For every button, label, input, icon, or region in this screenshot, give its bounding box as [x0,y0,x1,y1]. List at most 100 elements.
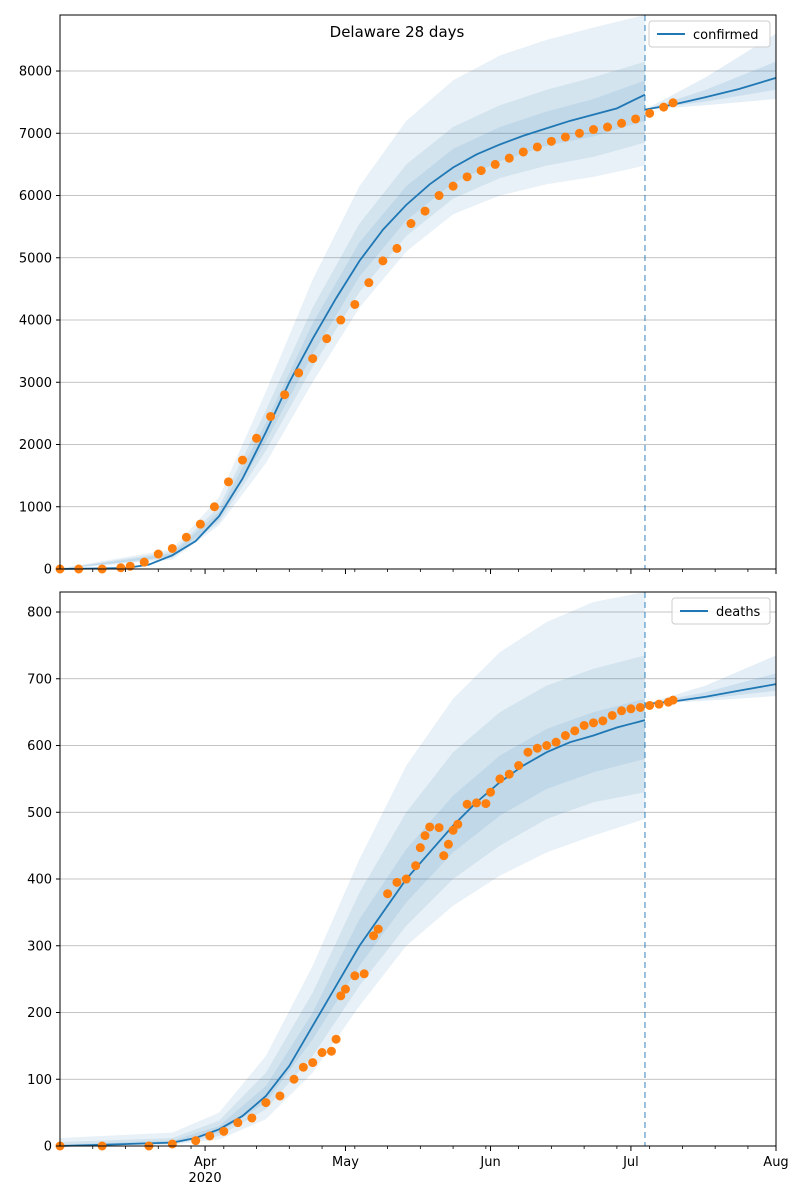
observed-point [153,549,163,559]
observed-point [560,731,570,741]
axes-frame [59,14,777,570]
observed-point [280,390,290,400]
observed-point [434,823,444,833]
observed-point [570,726,580,736]
y-tick-label: 700 [27,672,52,687]
observed-point [209,502,219,512]
observed-point [336,315,346,325]
confidence-band-outer [60,15,645,569]
chart-title: Delaware 28 days [330,23,465,41]
observed-point [523,747,533,757]
observed-point [181,532,191,542]
observed-point [219,1126,229,1136]
observed-point [462,172,472,182]
observed-point [668,98,678,108]
observed-point [425,822,435,832]
observed-point [350,971,360,981]
observed-point [308,354,318,364]
observed-point [420,206,430,216]
observed-point [294,368,304,378]
observed-point [462,799,472,809]
observed-point [434,191,444,201]
confidence-band-inner [60,80,645,569]
observed-point [139,557,149,567]
legend-label: confirmed [693,28,759,43]
observed-point [415,843,425,853]
observed-point [588,125,598,135]
observed-point [420,831,430,841]
observed-point [205,1131,215,1141]
observed-point [350,299,360,309]
y-tick-label: 0 [44,1140,52,1155]
y-tick-label: 0 [44,563,52,578]
observed-point [223,477,233,487]
observed-point [289,1074,299,1084]
observed-point [340,984,350,994]
legend: deaths [671,597,771,625]
observed-point [607,710,617,720]
y-tick-label: 4000 [19,314,52,329]
observed-point [504,769,514,779]
observed-point [603,122,613,132]
axes-frame [59,591,777,1147]
observed-point [369,931,379,941]
observed-point [392,877,402,887]
observed-point [542,741,552,751]
observed-point [560,132,570,142]
y-tick-label: 8000 [19,65,52,80]
observed-point [490,159,500,169]
confidence-band-forecast-outer [644,33,776,110]
observed-point [336,991,346,1001]
y-tick-label: 300 [27,939,52,954]
observed-point [645,700,655,710]
observed-point [476,166,486,176]
observed-point [481,799,491,809]
observed-point [668,695,678,705]
y-tick-label: 5000 [19,251,52,266]
observed-point [588,718,598,728]
y-tick-label: 2000 [19,438,52,453]
observed-point [443,839,453,849]
observed-point [252,433,262,443]
y-tick-label: 500 [27,806,52,821]
observed-point [453,819,463,829]
observed-point [635,702,645,712]
observed-point [532,743,542,753]
legend-frame [648,20,771,48]
observed-point [364,278,374,288]
observed-point [125,561,135,571]
x-tick-label: Jul [622,1155,639,1170]
observed-point [359,969,369,979]
observed-point [617,706,627,716]
x-tick-sublabel: 2020 [189,1171,222,1186]
x-tick-label: May [332,1155,359,1170]
observed-point [261,1098,271,1108]
observed-point [579,720,589,730]
observed-point [331,1034,341,1044]
observed-point [659,102,669,112]
observed-point [626,704,636,714]
model-line-deaths [59,719,646,1147]
legend-label: deaths [716,605,761,620]
observed-point [275,1091,285,1101]
forecast-line [644,683,777,706]
y-tick-label: 100 [27,1073,52,1088]
observed-point [401,874,411,884]
observed-point [617,118,627,128]
observed-point [238,455,248,465]
y-tick-label: 200 [27,1006,52,1021]
y-tick-label: 600 [27,739,52,754]
observed-point [532,142,542,152]
observed-point [504,153,514,163]
observed-point [486,787,496,797]
observed-point [383,889,393,899]
observed-point [406,219,416,229]
observed-point [598,716,608,726]
observed-point [514,761,524,771]
observed-point [518,147,528,157]
observed-point [551,737,561,747]
confirmed-chart: 0 1000 2000 3000 4000 5000 6000 7000 8000 confirm… [19,14,777,578]
observed-point [233,1118,243,1128]
observed-point [247,1113,257,1123]
